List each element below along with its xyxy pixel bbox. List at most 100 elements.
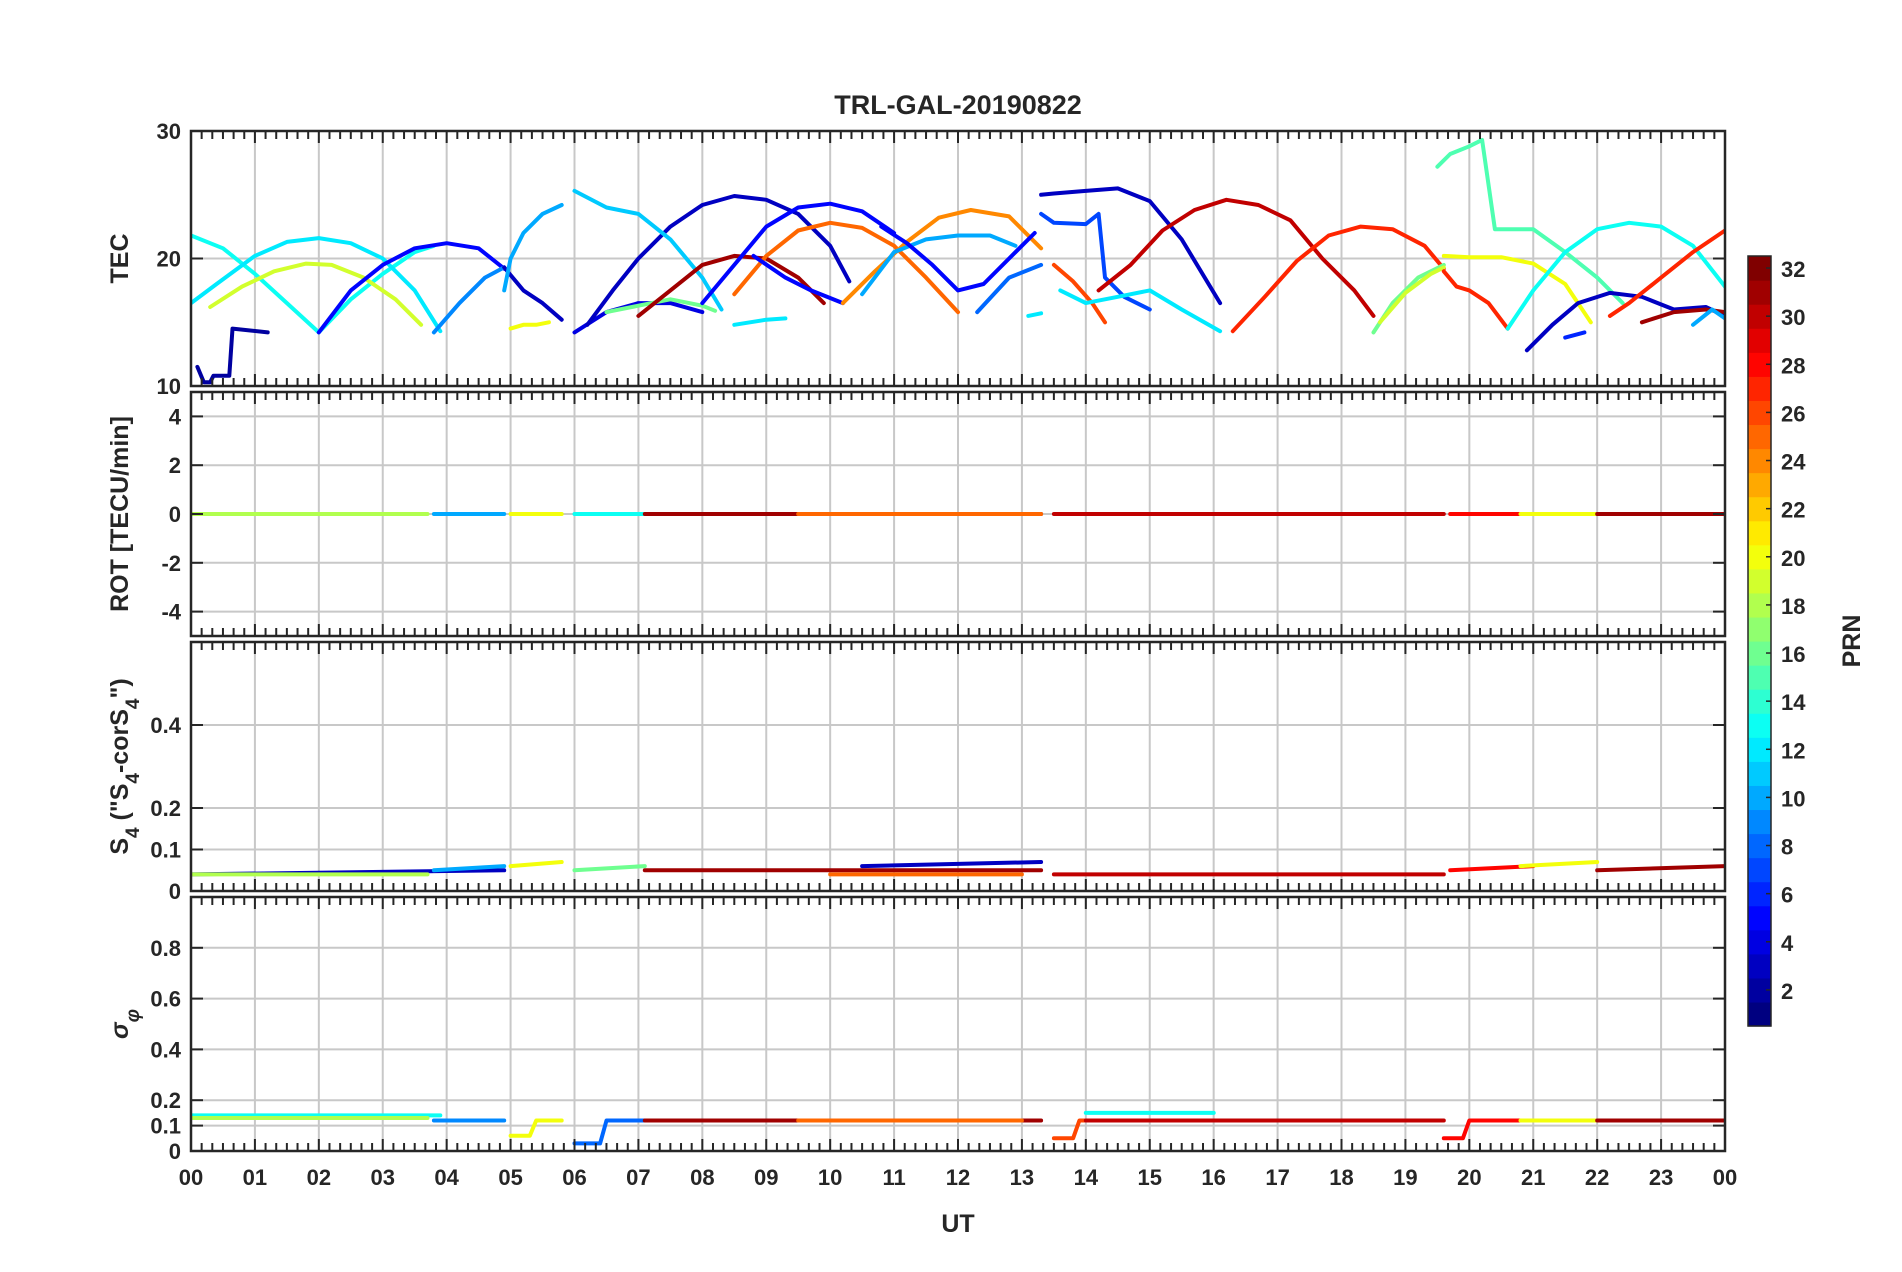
series-line-prn-16 — [1371, 262, 1446, 335]
x-tick-label: 21 — [1521, 1165, 1545, 1190]
colorbar-segment — [1748, 544, 1771, 570]
colorbar-segment — [1748, 785, 1771, 811]
colorbar-segment — [1748, 833, 1771, 859]
y-tick-label: 0.4 — [150, 713, 181, 738]
x-tick-label: 09 — [754, 1165, 778, 1190]
y-axis-label: ROT [TECU/min] — [106, 416, 134, 612]
x-tick-label: 06 — [562, 1165, 586, 1190]
series-line-prn-16 — [604, 297, 718, 315]
series-line-prn-4 — [572, 301, 705, 335]
series-line-prn-12 — [1026, 311, 1044, 318]
series-line-prn-10 — [431, 864, 507, 873]
colorbar-segment — [1748, 905, 1771, 931]
y-tick-label: 0.4 — [150, 1037, 181, 1062]
x-tick-label: 00 — [179, 1165, 203, 1190]
y-tick-label: 0.1 — [150, 838, 181, 863]
y-axis-label: S4 ("S4-corS4") — [106, 678, 144, 854]
y-tick-label: 0 — [169, 1139, 181, 1164]
colorbar-tick-label: 22 — [1781, 498, 1805, 523]
series-line-prn-31 — [636, 253, 826, 318]
series-line-prn-5 — [316, 241, 507, 335]
x-tick-label: 08 — [690, 1165, 714, 1190]
x-tick-label: 07 — [626, 1165, 650, 1190]
colorbar-segment — [1748, 520, 1771, 546]
series-line-prn-27 — [1607, 228, 1725, 318]
colorbar-segment — [1748, 400, 1771, 426]
x-tick-label: 18 — [1329, 1165, 1353, 1190]
colorbar-frame — [1747, 255, 1772, 1027]
colorbar-segment — [1748, 448, 1771, 474]
colorbar-tick-label: 28 — [1781, 353, 1805, 378]
colorbar-segment — [1748, 592, 1771, 618]
y-tick-label: -4 — [161, 600, 181, 625]
series-line-prn-27 — [1230, 224, 1446, 334]
y-tick-label: 10 — [157, 374, 181, 399]
y-tick-label: 30 — [157, 119, 181, 144]
x-tick-label: 15 — [1138, 1165, 1162, 1190]
colorbar-segment — [1748, 424, 1771, 450]
colorbar-tick-label: 14 — [1781, 690, 1806, 715]
x-tick-label: 01 — [243, 1165, 267, 1190]
colorbar-segment — [1748, 665, 1771, 690]
colorbar-tick-label: 6 — [1781, 883, 1793, 908]
colorbar-segment — [1748, 568, 1771, 594]
y-tick-label: 0 — [169, 879, 181, 904]
y-tick-label: 4 — [169, 404, 182, 429]
colorbar-segment — [1748, 376, 1771, 401]
x-tick-label: 02 — [307, 1165, 331, 1190]
series-line-prn-31 — [1595, 864, 1725, 873]
colorbar-segment — [1748, 977, 1771, 1003]
colorbar-tick-label: 16 — [1781, 642, 1805, 667]
series-line-prn-3 — [1039, 186, 1223, 306]
colorbar-segment — [1748, 689, 1771, 714]
colorbar-segment — [1748, 472, 1771, 498]
x-tick-label: 16 — [1201, 1165, 1225, 1190]
colorbar-segment — [1748, 496, 1771, 522]
panel-rot: -4 -2 0 2 4 ROT [TECU/min] — [106, 390, 1727, 638]
panel-s4: 0 0.1 0.2 0.4S4 ("S4-corS4") — [106, 640, 1727, 904]
series-line-prn-2 — [195, 326, 270, 385]
colorbar-segment — [1748, 809, 1771, 835]
x-tick-label: 23 — [1649, 1165, 1673, 1190]
y-tick-label: -2 — [161, 551, 181, 576]
series-line-prn-26 — [1051, 262, 1107, 325]
colorbar-tick-label: 18 — [1781, 594, 1805, 619]
x-tick-label: 11 — [882, 1165, 905, 1190]
series-line-prn-15 — [1435, 137, 1625, 306]
y-tick-label: 0.2 — [150, 1088, 181, 1113]
series-line-prn-6 — [1563, 330, 1587, 340]
panel-tec: 10 20 30 TEC — [106, 119, 1727, 399]
colorbar-segment — [1748, 304, 1771, 329]
series-line-prn-20 — [1441, 253, 1593, 325]
series-line-prn-3 — [502, 265, 564, 322]
colorbar-tick-label: 2 — [1781, 979, 1793, 1004]
x-tick-label: 19 — [1393, 1165, 1417, 1190]
series-line-prn-26 — [1051, 1118, 1101, 1141]
series-line-prn-10 — [1691, 307, 1725, 327]
x-tick-label: 12 — [946, 1165, 970, 1190]
x-tick-label: 22 — [1585, 1165, 1609, 1190]
series-line-prn-20 — [508, 860, 564, 869]
y-tick-label: 0.1 — [150, 1114, 181, 1139]
series-group — [191, 860, 1725, 877]
x-tick-label: 14 — [1074, 1165, 1099, 1190]
chart-title: TRL-GAL-20190822 — [834, 90, 1082, 120]
y-axis-label: σφ — [106, 1009, 144, 1039]
colorbar-tick-label: 8 — [1781, 835, 1793, 860]
series-line-prn-10 — [860, 233, 1018, 297]
x-tick-label: 03 — [371, 1165, 395, 1190]
series-line-prn-25 — [732, 220, 960, 315]
series-line-prn-27 — [1441, 269, 1510, 331]
series-line-prn-5 — [751, 253, 845, 306]
series-line-prn-12 — [1058, 288, 1223, 334]
colorbar-segment — [1748, 857, 1771, 883]
colorbar-tick-label: 26 — [1781, 401, 1805, 426]
series-line-prn-20 — [1518, 860, 1600, 869]
colorbar-label: PRN — [1838, 615, 1866, 668]
panel-sigma-phi: 00.10.2 0.4 0.6 0.8 σφ 00 01 02 03 04 05 06 07 08 09 10… — [106, 895, 1737, 1190]
x-tick-label: 10 — [818, 1165, 842, 1190]
colorbar-segment — [1748, 280, 1771, 305]
colorbar-segment — [1748, 616, 1771, 642]
colorbar-segment — [1748, 256, 1771, 281]
